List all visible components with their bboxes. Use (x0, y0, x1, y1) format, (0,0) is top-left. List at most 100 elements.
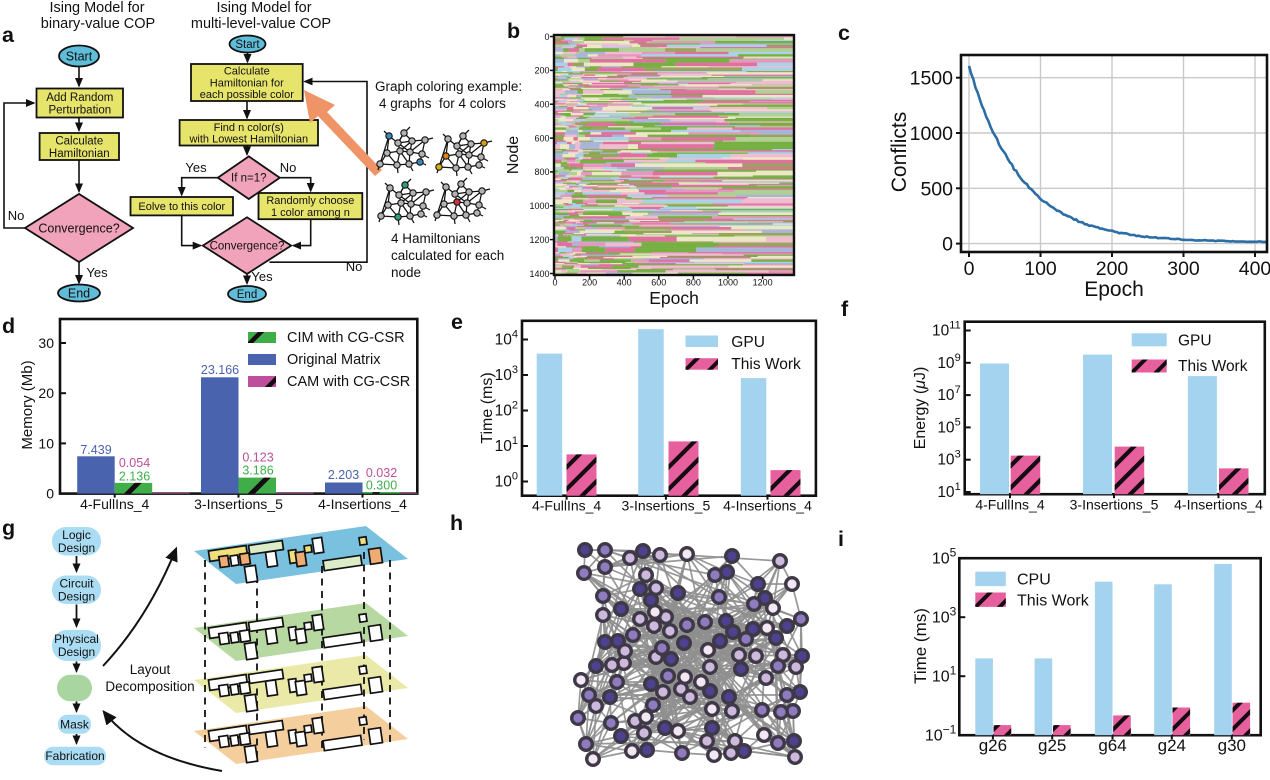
svg-text:Calculate: Calculate (55, 135, 103, 147)
svg-text:800: 800 (534, 167, 549, 177)
svg-text:Node: Node (505, 136, 522, 174)
svg-text:This Work: This Work (731, 356, 801, 373)
svg-text:1000: 1000 (529, 201, 549, 211)
svg-text:calculated for each: calculated for each (391, 248, 504, 263)
svg-text:Mask: Mask (60, 718, 90, 732)
svg-text:with Lowest Hamiltonian: with Lowest Hamiltonian (188, 133, 308, 145)
svg-text:g24: g24 (1158, 736, 1186, 755)
svg-text:This Work: This Work (1017, 592, 1090, 609)
svg-text:Energy (μJ): Energy (μJ) (912, 367, 929, 450)
svg-text:Hamiltonian: Hamiltonian (49, 148, 110, 160)
svg-text:CAM with CG-CSR: CAM with CG-CSR (287, 374, 410, 390)
svg-text:1000: 1000 (718, 278, 738, 288)
svg-text:Ising Model for: Ising Model for (216, 0, 311, 16)
svg-text:2.136: 2.136 (119, 470, 150, 484)
svg-text:200: 200 (534, 66, 549, 76)
svg-text:multi-level-value COP: multi-level-value COP (191, 16, 331, 32)
svg-text:Time (ms): Time (ms) (479, 372, 496, 443)
svg-text:e: e (451, 310, 463, 334)
svg-text:Epoch: Epoch (1084, 278, 1144, 301)
svg-text:0: 0 (552, 278, 557, 288)
svg-text:0.300: 0.300 (366, 479, 397, 493)
svg-text:Epoch: Epoch (649, 288, 699, 308)
svg-text:0: 0 (942, 234, 953, 256)
svg-text:300: 300 (1167, 258, 1200, 280)
svg-text:3-Insertions_5: 3-Insertions_5 (194, 496, 283, 512)
svg-text:Yes: Yes (185, 160, 207, 175)
svg-text:800: 800 (686, 278, 701, 288)
svg-text:Graph coloring example:: Graph coloring example: (375, 79, 522, 94)
svg-text:g64: g64 (1098, 736, 1126, 755)
svg-text:10: 10 (38, 435, 54, 451)
svg-text:1200: 1200 (529, 235, 549, 245)
svg-text:GPU: GPU (1178, 332, 1212, 349)
svg-text:Add Random: Add Random (46, 92, 113, 104)
svg-text:No: No (280, 160, 297, 175)
svg-text:4-Insertions_4: 4-Insertions_4 (1174, 497, 1263, 513)
svg-text:3-Insertions_5: 3-Insertions_5 (1070, 497, 1159, 513)
svg-text:1500: 1500 (910, 68, 954, 90)
svg-text:20: 20 (38, 385, 54, 401)
svg-text:node: node (391, 265, 421, 280)
svg-text:4-FullIns_4: 4-FullIns_4 (80, 496, 149, 512)
svg-text:4-FullIns_4: 4-FullIns_4 (532, 498, 601, 514)
svg-text:a: a (2, 23, 15, 47)
svg-text:Logic: Logic (62, 528, 91, 542)
svg-text:Yes: Yes (86, 265, 108, 280)
svg-text:If n=1?: If n=1? (231, 173, 267, 185)
svg-text:Ising Model for: Ising Model for (49, 0, 144, 16)
svg-text:Physical: Physical (54, 632, 99, 646)
svg-text:Randomly choose: Randomly choose (266, 195, 354, 207)
svg-text:4 Hamiltonians: 4 Hamiltonians (391, 231, 481, 246)
svg-text:No: No (8, 208, 25, 223)
svg-text:d: d (2, 314, 15, 338)
svg-text:Convergence?: Convergence? (210, 241, 285, 253)
svg-text:Conflicts: Conflicts (888, 112, 911, 193)
svg-text:30: 30 (38, 335, 54, 351)
svg-text:f: f (841, 297, 849, 321)
svg-text:600: 600 (651, 278, 666, 288)
svg-text:Eolve to this color: Eolve to this color (138, 201, 225, 213)
svg-text:CPU: CPU (1017, 572, 1051, 589)
svg-text:Design: Design (58, 590, 95, 604)
svg-text:400: 400 (1239, 258, 1270, 280)
svg-text:Convergence?: Convergence? (38, 221, 119, 235)
svg-text:3.186: 3.186 (242, 464, 273, 478)
svg-text:Memory (Mb): Memory (Mb) (19, 360, 36, 449)
svg-text:CIM with CG-CSR: CIM with CG-CSR (287, 330, 405, 346)
svg-text:Decomposition: Decomposition (105, 679, 194, 694)
svg-text:End: End (68, 286, 90, 300)
svg-text:4-FullIns_4: 4-FullIns_4 (975, 497, 1044, 513)
svg-text:End: End (237, 289, 257, 301)
svg-text:400: 400 (534, 100, 549, 110)
svg-text:600: 600 (534, 133, 549, 143)
svg-text:Fabrication: Fabrication (45, 749, 104, 763)
svg-text:4-Insertions_4: 4-Insertions_4 (318, 496, 407, 512)
svg-text:200: 200 (1096, 258, 1129, 280)
svg-text:4-Insertions_4: 4-Insertions_4 (723, 498, 812, 514)
svg-text:3-Insertions_5: 3-Insertions_5 (622, 498, 711, 514)
svg-text:Yes: Yes (251, 269, 273, 284)
svg-text:Original Matrix: Original Matrix (287, 352, 381, 368)
svg-text:Time (ms): Time (ms) (911, 608, 930, 684)
svg-text:Layout: Layout (130, 662, 171, 677)
svg-text:0: 0 (964, 258, 975, 280)
svg-text:Design: Design (58, 645, 95, 659)
svg-text:g26: g26 (979, 736, 1007, 755)
svg-text:1 color among n: 1 color among n (271, 207, 350, 219)
svg-text:each possible color: each possible color (200, 89, 295, 101)
svg-text:23.166: 23.166 (201, 363, 239, 377)
svg-text:1000: 1000 (910, 123, 954, 145)
svg-text:0.054: 0.054 (119, 456, 150, 470)
svg-text:4 graphs for 4 colors: 4 graphs for 4 colors (379, 96, 506, 111)
svg-text:Design: Design (58, 541, 95, 555)
svg-text:i: i (838, 527, 844, 551)
svg-text:0.123: 0.123 (242, 451, 273, 465)
svg-text:7.439: 7.439 (80, 443, 111, 457)
svg-text:g25: g25 (1038, 736, 1066, 755)
svg-text:No: No (346, 259, 363, 274)
svg-text:Find n color(s): Find n color(s) (214, 122, 284, 134)
svg-text:Hamiltonian for: Hamiltonian for (210, 77, 284, 89)
svg-text:1200: 1200 (753, 278, 773, 288)
svg-text:binary-value COP: binary-value COP (41, 16, 155, 32)
